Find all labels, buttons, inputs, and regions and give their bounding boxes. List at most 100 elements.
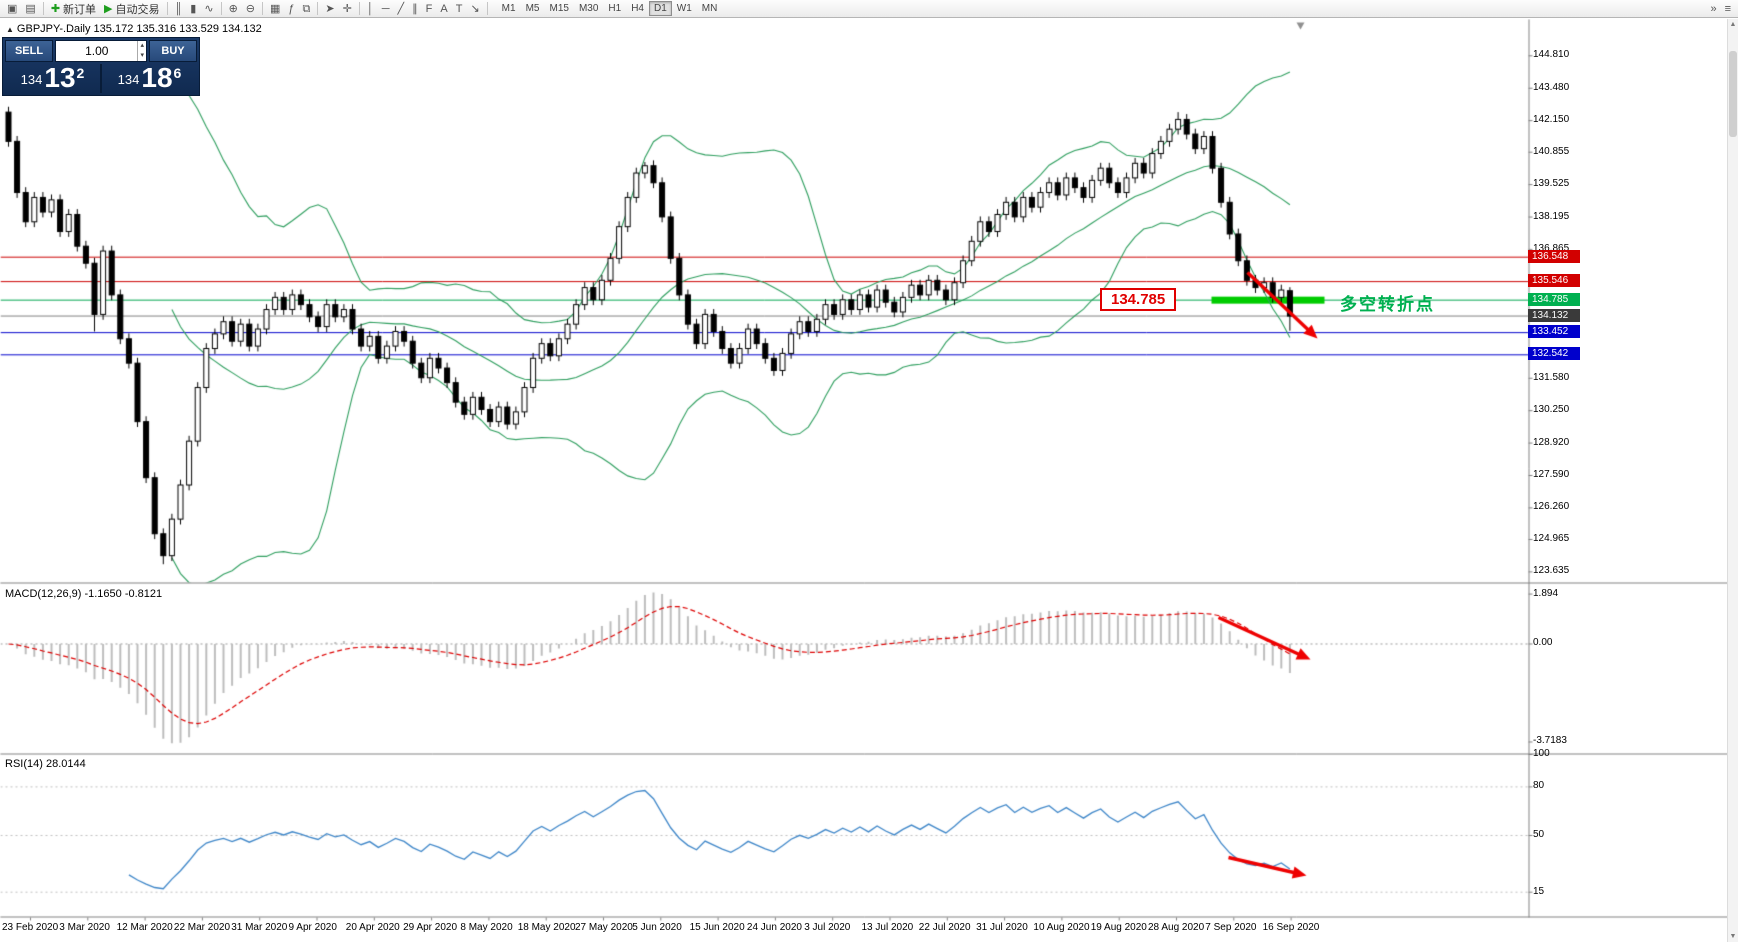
timeframe-h4[interactable]: H4 xyxy=(626,1,649,16)
line-chart-icon: ∿ xyxy=(204,2,214,15)
rsi-scale-label: 50 xyxy=(1533,829,1545,840)
timeframe-m30[interactable]: M30 xyxy=(574,1,603,16)
candlestick-chart-icon[interactable]: ▮ xyxy=(186,1,200,17)
ask-pips: 18 xyxy=(141,62,173,93)
scroll-down-icon[interactable]: ▼ xyxy=(1729,933,1737,940)
zoom-in-icon[interactable]: ⊕ xyxy=(225,1,242,17)
price-axis-label: 140.855 xyxy=(1533,145,1570,157)
time-axis-label: 15 Jun 2020 xyxy=(689,922,745,933)
volume-up-icon[interactable]: ▴ xyxy=(140,42,144,49)
time-axis-label: 8 May 2020 xyxy=(460,922,513,933)
timeframe-d1[interactable]: D1 xyxy=(648,1,672,16)
price-axis-label: 126.260 xyxy=(1533,501,1570,513)
price-axis-label: 123.635 xyxy=(1533,565,1570,577)
time-axis-label: 27 May 2020 xyxy=(575,922,633,933)
profiles-icon: ▤ xyxy=(25,2,36,15)
rsi-indicator-label: RSI(14) 28.0144 xyxy=(5,758,86,770)
main-toolbar: ▣ ▤ ✚ 新订单 ▶ 自动交易 ║ ▮ ∿ ⊕ ⊖ ▦ ƒ ⧉ ➤ ✛ │ ─ ╱ ∥ F A T ↘ M1 M5 M15 M30… xyxy=(0,0,1738,18)
macd-scale-label: 1.894 xyxy=(1533,587,1559,599)
label-icon[interactable]: T xyxy=(452,1,467,17)
bar-chart-icon[interactable]: ║ xyxy=(171,1,187,17)
price-axis-label: 142.150 xyxy=(1533,114,1570,126)
macd-scale-label: 0.00 xyxy=(1533,637,1553,649)
toolbar-separator xyxy=(317,2,319,15)
macd-indicator-label: MACD(12,26,9) -1.1650 -0.8121 xyxy=(5,588,163,600)
autotrade-button[interactable]: ▶ 自动交易 xyxy=(100,1,163,17)
crosshair-icon[interactable]: ✛ xyxy=(339,1,356,17)
time-axis-label: 24 Jun 2020 xyxy=(746,922,802,933)
bid-price[interactable]: 134 13 2 xyxy=(5,64,102,93)
volume-down-icon[interactable]: ▾ xyxy=(140,52,144,59)
ask-price[interactable]: 134 18 6 xyxy=(102,64,197,93)
zoom-out-icon: ⊖ xyxy=(245,2,256,15)
trendline-icon: ╱ xyxy=(397,2,405,15)
price-tag: 134.132 xyxy=(1528,308,1580,322)
toolbar-separator xyxy=(166,2,168,15)
new-order-button: ✚ xyxy=(50,2,61,15)
time-axis-label: 29 Apr 2020 xyxy=(403,922,458,933)
auto-arrange-icon[interactable]: ▦ xyxy=(266,1,284,17)
price-tag: 135.546 xyxy=(1528,274,1580,288)
bid-pips: 13 xyxy=(44,62,76,93)
indicators-icon: ƒ xyxy=(288,2,295,15)
time-axis-label: 22 Jul 2020 xyxy=(918,922,971,933)
channel-icon[interactable]: ∥ xyxy=(408,1,422,17)
templates-icon[interactable]: ⧉ xyxy=(299,1,315,17)
price-axis-label: 138.195 xyxy=(1533,210,1570,222)
toolbar-separator xyxy=(262,2,264,15)
search-icon[interactable]: » xyxy=(1706,1,1720,17)
timeframe-m1[interactable]: M1 xyxy=(497,1,521,16)
zoom-in-icon: ⊕ xyxy=(228,2,238,15)
panel-toggle-icon[interactable]: ≡ xyxy=(1721,1,1735,17)
new-order-button[interactable]: ✚ 新订单 xyxy=(47,1,100,17)
cursor-icon[interactable]: ➤ xyxy=(321,1,338,17)
time-axis-label: 7 Sep 2020 xyxy=(1205,922,1257,933)
indicators-icon[interactable]: ƒ xyxy=(284,1,298,17)
arrow-tool-icon[interactable]: ↘ xyxy=(466,1,483,17)
time-axis-label: 9 Apr 2020 xyxy=(288,922,337,933)
bar-chart-icon: ║ xyxy=(174,2,183,15)
timeframe-m15[interactable]: M15 xyxy=(544,1,573,16)
vertical-scrollbar[interactable]: ▲ ▼ xyxy=(1727,19,1738,942)
symbol-period-label: GBPJPY-.Daily xyxy=(16,23,91,35)
bid-main: 134 xyxy=(20,72,43,87)
horizontal-line-icon[interactable]: ─ xyxy=(378,1,394,17)
chart-title: ▲ GBPJPY-.Daily 135.172 135.316 133.529 1… xyxy=(6,23,262,35)
rsi-scale-label: 100 xyxy=(1533,748,1550,759)
time-axis-label: 20 Apr 2020 xyxy=(345,922,400,933)
new-order-button-label: 新订单 xyxy=(63,3,97,16)
price-chart-canvas[interactable] xyxy=(0,19,1738,942)
profiles-icon[interactable]: ▤ xyxy=(21,1,39,17)
price-axis-label: 124.965 xyxy=(1533,532,1570,544)
timeframe-m5[interactable]: M5 xyxy=(521,1,545,16)
collapse-triangle-icon[interactable]: ▲ xyxy=(6,25,14,34)
zoom-out-icon[interactable]: ⊖ xyxy=(242,1,259,17)
timeframe-group: M1 M5 M15 M30 H1 H4 D1 W1 MN xyxy=(497,1,723,16)
panel-toggle-icon: ≡ xyxy=(1724,2,1731,15)
time-axis-label: 16 Sep 2020 xyxy=(1262,922,1320,933)
text-icon[interactable]: A xyxy=(436,1,451,17)
scroll-up-icon[interactable]: ▲ xyxy=(1729,21,1737,28)
volume-value[interactable]: 1.00 xyxy=(85,44,109,58)
timeframe-mn[interactable]: MN xyxy=(697,1,723,16)
price-tag: 132.542 xyxy=(1528,347,1580,361)
new-chart-icon[interactable]: ▣ xyxy=(3,1,21,17)
trendline-icon[interactable]: ╱ xyxy=(394,1,409,17)
time-axis-label: 23 Feb 2020 xyxy=(2,922,59,933)
horizontal-line-icon: ─ xyxy=(381,2,390,15)
buy-button[interactable]: BUY xyxy=(149,40,197,62)
vertical-line-icon[interactable]: │ xyxy=(363,1,378,17)
rsi-scale-label: 15 xyxy=(1533,885,1545,897)
one-click-trading-panel: SELL 1.00 ▴ ▾ BUY 134 13 2 134 18 6 xyxy=(2,37,200,96)
scrollbar-thumb[interactable] xyxy=(1729,51,1737,137)
text-icon: A xyxy=(440,2,448,15)
line-chart-icon[interactable]: ∿ xyxy=(200,1,217,17)
sell-button[interactable]: SELL xyxy=(5,40,53,62)
volume-field[interactable]: 1.00 ▴ ▾ xyxy=(55,40,147,62)
timeframe-h1[interactable]: H1 xyxy=(603,1,626,16)
new-chart-icon: ▣ xyxy=(7,2,18,15)
turning-point-annotation: 多空转折点 xyxy=(1340,294,1435,314)
timeframe-w1[interactable]: W1 xyxy=(672,1,697,16)
fibonacci-icon[interactable]: F xyxy=(422,1,437,17)
time-axis-label: 3 Jul 2020 xyxy=(804,922,851,933)
